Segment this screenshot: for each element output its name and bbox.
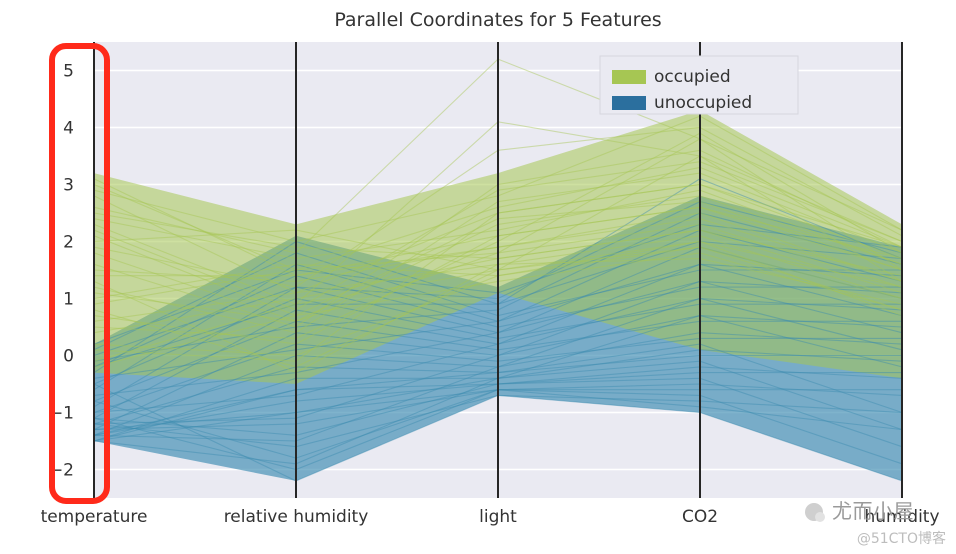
y-tick-label: 3 [63,176,74,196]
watermark-sub: @51CTO博客 [857,528,946,548]
watermark-main: 尤而小屋 [805,495,914,524]
x-category-label: light [479,507,517,527]
legend: occupied unoccupied [600,56,798,114]
wechat-icon [805,503,823,521]
y-tick-label: 2 [63,233,74,253]
y-tick-label: 5 [63,62,74,82]
x-category-label: temperature [41,507,148,527]
x-category-label: CO2 [682,507,718,527]
y-tick-label: 1 [63,290,74,310]
chart-title: Parallel Coordinates for 5 Features [334,9,661,31]
parallel-coordinates-chart: −2−1012345temperaturerelative humidityli… [0,0,956,554]
legend-item-label: occupied [654,67,731,87]
watermark-text: 尤而小屋 [832,499,914,523]
y-tick-label: 0 [63,347,74,367]
legend-item-label: unoccupied [654,93,752,113]
x-category-label: relative humidity [224,507,369,527]
y-tick-label: 4 [63,119,74,139]
